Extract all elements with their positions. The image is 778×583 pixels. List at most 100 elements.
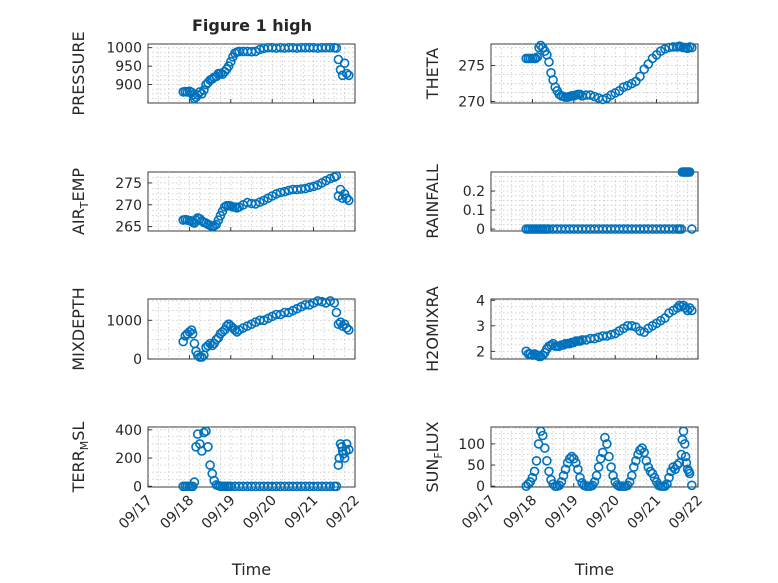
data-point — [606, 329, 616, 340]
data-point — [618, 82, 629, 92]
data-point — [539, 443, 550, 453]
y-tick-label: 3 — [476, 319, 485, 335]
data-series — [521, 40, 697, 105]
data-point — [544, 466, 554, 477]
data-point — [527, 472, 538, 483]
y-axis-label: PRESSURE — [69, 31, 88, 115]
data-point — [602, 439, 612, 449]
data-point — [178, 336, 188, 347]
data-point — [203, 340, 213, 351]
data-point — [199, 427, 209, 438]
data-point — [325, 481, 336, 492]
subplot-3: 265 270 275 AIRTEMP — [69, 168, 356, 236]
data-point — [201, 426, 211, 437]
data-point — [532, 52, 543, 62]
data-point — [333, 460, 344, 470]
data-point — [624, 477, 635, 487]
data-point — [593, 462, 604, 472]
y-tick-label: 0.2 — [463, 184, 485, 200]
data-point — [606, 462, 616, 472]
data-point — [271, 189, 282, 199]
data-series — [178, 42, 354, 104]
y-tick-label: 2 — [476, 344, 485, 360]
y-tick-label: 50 — [467, 458, 485, 474]
data-point — [331, 307, 342, 318]
data-series — [178, 171, 354, 232]
data-series — [178, 426, 354, 492]
data-point — [558, 470, 569, 481]
data-series — [178, 296, 354, 362]
data-point — [187, 328, 198, 339]
data-point — [213, 215, 224, 225]
data-point — [682, 305, 693, 316]
y-tick-label: 0 — [476, 222, 485, 238]
data-point — [660, 481, 670, 492]
data-point — [205, 460, 215, 470]
y-tick-label: 270 — [458, 95, 485, 111]
data-point — [246, 46, 257, 57]
data-point — [672, 460, 683, 470]
data-point — [589, 477, 600, 487]
y-tick-label: 0 — [133, 479, 142, 495]
data-point — [684, 303, 695, 313]
subplot-6: 2 3 4 H2OMIXRA — [423, 286, 699, 372]
data-point — [678, 426, 689, 437]
y-axis-label: RAINFALL — [423, 164, 442, 239]
data-point — [343, 444, 354, 455]
data-point — [279, 186, 290, 197]
data-point — [682, 43, 693, 54]
data-point — [300, 183, 311, 194]
data-point — [608, 470, 618, 481]
data-point — [575, 89, 585, 100]
y-tick-label: 950 — [115, 59, 142, 75]
data-point — [226, 56, 236, 67]
data-point — [684, 468, 695, 479]
subplot-5: 0 1000 MIXDEPTH — [69, 287, 356, 371]
y-tick-label: 275 — [115, 176, 142, 192]
data-point — [192, 429, 203, 439]
data-point — [626, 470, 637, 481]
data-point — [604, 451, 614, 462]
data-point — [558, 340, 569, 350]
data-point — [686, 42, 697, 53]
data-series — [521, 426, 697, 492]
data-point — [331, 171, 342, 181]
data-point — [199, 85, 209, 95]
x-axis-label: Time — [231, 560, 271, 579]
plot-area — [490, 426, 699, 488]
data-point — [341, 323, 352, 333]
data-point — [626, 320, 637, 331]
data-point — [664, 472, 674, 483]
data-point — [585, 90, 596, 100]
y-tick-label: 1000 — [106, 41, 142, 57]
data-point — [530, 53, 541, 64]
data-point — [325, 42, 336, 53]
y-axis-label: THETA — [423, 48, 442, 100]
data-point — [531, 455, 542, 466]
y-tick-label: 0 — [476, 479, 485, 495]
subplot-4: 0 0.1 0.2 RAINFALL — [423, 164, 699, 239]
subplot-2: 270 275 THETA — [423, 40, 699, 111]
data-point — [189, 477, 200, 487]
data-point — [680, 451, 691, 462]
y-axis-label: TERRMSL — [69, 422, 91, 494]
y-tick-label: 100 — [458, 437, 485, 453]
data-point — [343, 70, 354, 81]
data-point — [571, 458, 581, 468]
data-point — [331, 43, 342, 53]
data-point — [686, 480, 697, 491]
data-point — [343, 325, 354, 335]
data-point — [681, 458, 692, 468]
data-point — [602, 331, 612, 341]
data-point — [341, 68, 352, 79]
y-tick-label: 1000 — [106, 313, 142, 329]
y-axis-label: H2OMIXRA — [423, 286, 442, 372]
y-tick-label: 265 — [115, 220, 142, 236]
y-tick-label: 275 — [458, 59, 485, 75]
y-tick-label: 200 — [115, 451, 142, 467]
data-point — [639, 447, 650, 458]
data-point — [341, 439, 352, 449]
data-point — [679, 439, 690, 449]
data-point — [542, 455, 552, 466]
